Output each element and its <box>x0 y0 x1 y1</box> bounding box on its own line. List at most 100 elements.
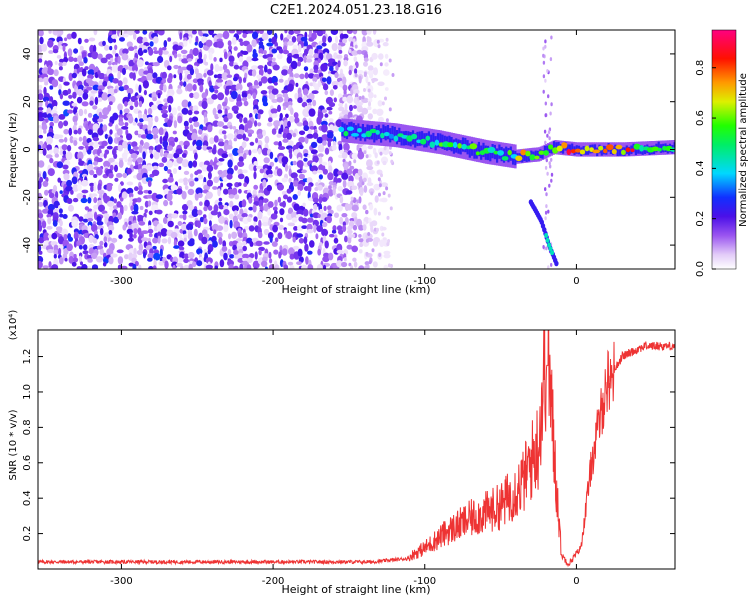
heatmap-cell <box>318 156 323 165</box>
y-tick-label: 0.4 <box>22 490 33 506</box>
heatmap-cell <box>176 156 184 164</box>
heatmap-cell <box>77 127 82 135</box>
heatmap-cell <box>95 256 104 263</box>
heatmap-cell <box>196 58 204 64</box>
heatmap-cell <box>327 205 332 211</box>
heatmap-cell <box>347 180 355 188</box>
heatmap-cell <box>66 198 73 204</box>
heatmap-cell <box>58 208 63 214</box>
heatmap-cell <box>600 147 603 156</box>
heatmap-cell <box>260 90 268 95</box>
heatmap-cell <box>304 243 309 252</box>
heatmap-cell <box>133 203 139 213</box>
heatmap-cell <box>349 165 355 170</box>
heatmap-cell <box>312 132 319 139</box>
heatmap-cell <box>133 228 138 235</box>
x-tick-label: -100 <box>413 276 436 287</box>
colorbar: 0.00.20.40.60.8 Normalized spectral ampl… <box>695 29 749 277</box>
heatmap-cell <box>527 152 531 162</box>
heatmap-cell <box>220 182 224 188</box>
heatmap-cell <box>38 117 45 122</box>
heatmap-cell <box>301 225 308 230</box>
heatmap-cell <box>173 53 178 59</box>
heatmap-cell <box>118 159 124 168</box>
heatmap-cell <box>178 246 185 251</box>
heatmap-cell <box>208 52 213 61</box>
heatmap-cell <box>269 151 274 160</box>
heatmap-cell <box>141 237 149 242</box>
heatmap-cell <box>372 239 379 247</box>
heatmap-cell <box>299 73 305 80</box>
heatmap-cell <box>297 183 304 191</box>
heatmap-cell <box>178 257 184 263</box>
heatmap-cell <box>170 231 178 239</box>
heatmap-cell <box>131 141 138 148</box>
heatmap-cell <box>195 72 203 80</box>
heatmap-cell <box>363 57 369 62</box>
y-tick-label: -20 <box>22 189 33 205</box>
heatmap-cell <box>258 53 263 58</box>
heatmap-cell <box>111 64 119 73</box>
heatmap-cell <box>232 244 238 251</box>
heatmap-cell <box>380 132 385 139</box>
heatmap-cell <box>461 143 468 150</box>
heatmap-cell <box>183 144 188 150</box>
heatmap-cell <box>173 64 179 70</box>
heatmap-cell <box>347 237 352 244</box>
heatmap-cell <box>556 145 563 152</box>
heatmap-cell <box>268 117 273 123</box>
heatmap-cell <box>258 30 264 34</box>
heatmap-cell <box>206 97 214 105</box>
heatmap-cell <box>108 157 115 163</box>
snr-y-label: SNR (10 * v/v) <box>8 409 19 480</box>
heatmap-cell <box>256 74 263 80</box>
heatmap-cell <box>361 46 369 52</box>
heatmap-cell <box>192 78 199 84</box>
heatmap-cell <box>338 106 345 112</box>
heatmap-cell <box>166 145 173 152</box>
heatmap-cell <box>293 226 298 231</box>
heatmap-cell <box>147 107 153 115</box>
heatmap-cell <box>176 88 183 95</box>
heatmap-cell <box>155 138 159 144</box>
heatmap-cell <box>253 216 258 223</box>
heatmap-cell <box>376 108 384 117</box>
heatmap-cell <box>202 214 207 219</box>
heatmap-cell <box>213 74 218 79</box>
heatmap-cell <box>282 138 289 143</box>
heatmap-cell <box>217 188 221 197</box>
heatmap-cell <box>93 197 98 204</box>
heatmap-cell <box>267 208 271 216</box>
heatmap-cell <box>393 135 399 142</box>
heatmap-cell <box>43 129 47 134</box>
heatmap-cell <box>208 80 212 88</box>
heatmap-cell <box>117 80 123 87</box>
heatmap-cell <box>47 39 54 48</box>
heatmap-cell <box>135 83 139 92</box>
heatmap-cell <box>201 92 207 100</box>
heatmap-cell <box>217 92 225 101</box>
heatmap-cell <box>180 49 188 55</box>
heatmap-cell <box>212 107 217 116</box>
heatmap-cell <box>525 150 531 157</box>
heatmap-cell <box>334 234 338 239</box>
heatmap-cell <box>383 69 390 76</box>
heatmap-cell <box>357 151 365 160</box>
heatmap-cell <box>87 217 94 222</box>
heatmap-cell <box>118 234 123 240</box>
heatmap-cell <box>189 180 195 187</box>
heatmap-cell <box>371 52 378 60</box>
heatmap-cell <box>252 52 258 59</box>
heatmap-cell <box>73 48 79 54</box>
heatmap-cell <box>292 53 301 59</box>
heatmap-cell <box>88 141 95 146</box>
heatmap-cell <box>174 137 179 143</box>
heatmap-cell <box>46 225 53 230</box>
heatmap-cell <box>136 157 143 164</box>
heatmap-cell <box>475 151 480 156</box>
heatmap-cell <box>543 145 546 155</box>
heatmap-cell <box>261 260 268 267</box>
heatmap-cell <box>177 233 183 239</box>
heatmap-cell <box>113 216 119 224</box>
heatmap-cell <box>226 74 233 78</box>
